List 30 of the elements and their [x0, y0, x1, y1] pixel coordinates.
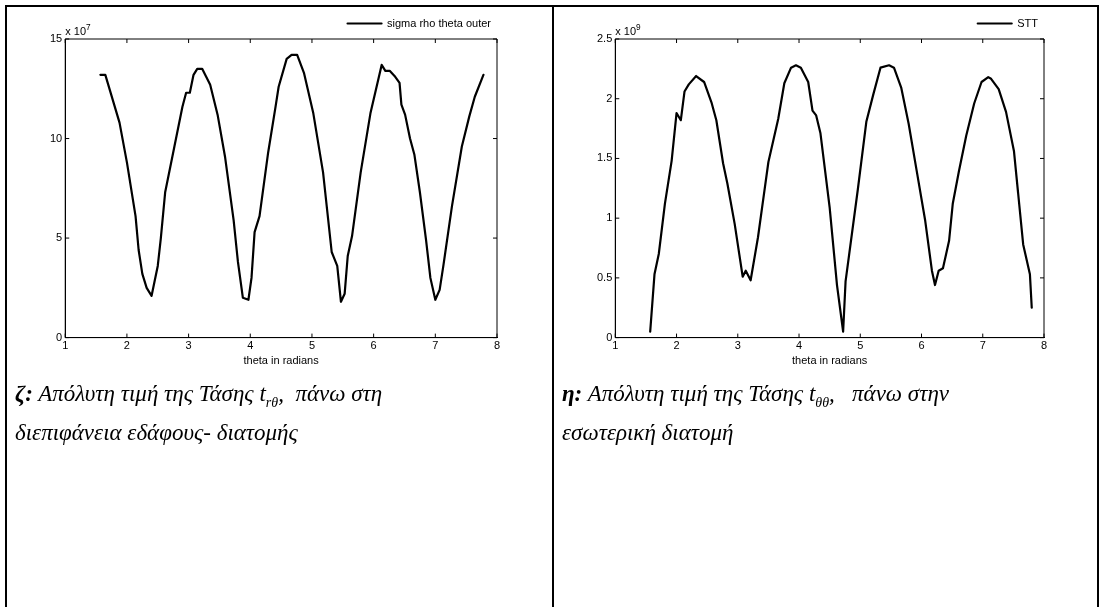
y-tick-label: 2.5	[596, 32, 613, 45]
y-tick-label: 1.5	[596, 151, 613, 164]
x-tick-label: 5	[857, 339, 864, 352]
x-tick-label: 2	[123, 339, 130, 352]
y-tick-label: 0.5	[596, 270, 613, 283]
x-tick-label: 7	[979, 339, 986, 352]
y-tick-label: 2	[606, 91, 613, 104]
text: η: Απόλυτη τιμή της Τάσης t$_{θθ}$, πάνω στην εσωτερική διατομή	[562, 381, 950, 445]
x-tick-label: 7	[432, 339, 439, 352]
y-tick-label: 0	[56, 330, 63, 343]
x-tick-label: 3	[185, 339, 192, 352]
x-axis-title: theta in radians	[792, 354, 868, 367]
legend-label: sigma rho theta outer	[387, 16, 492, 29]
x-tick-label: 2	[673, 339, 680, 352]
y-tick-label: 10	[49, 131, 63, 144]
y-tick-label: 0	[606, 330, 613, 343]
x-tick-label: 4	[247, 339, 254, 352]
x-tick-label: 6	[918, 339, 925, 352]
x-tick-label: 4	[795, 339, 803, 352]
y-tick-label: 5	[56, 231, 63, 244]
x-tick-label: 6	[370, 339, 377, 352]
x-tick-label: 8	[1040, 339, 1048, 352]
x-axis-title: theta in radians	[243, 354, 320, 367]
legend-label: STT	[1017, 16, 1039, 29]
y-tick-label: 15	[49, 32, 63, 45]
x-tick-label: 5	[308, 339, 316, 352]
text: ζ: Απόλυτη τιμή της Τάσης t$_{rθ}$, πάνω στη διεπιφάνεια εδάφους- διατομής	[15, 380, 384, 447]
x-tick-label: 8	[493, 339, 501, 352]
y-tick-label: 1	[606, 211, 613, 224]
x-tick-label: 3	[734, 339, 741, 352]
